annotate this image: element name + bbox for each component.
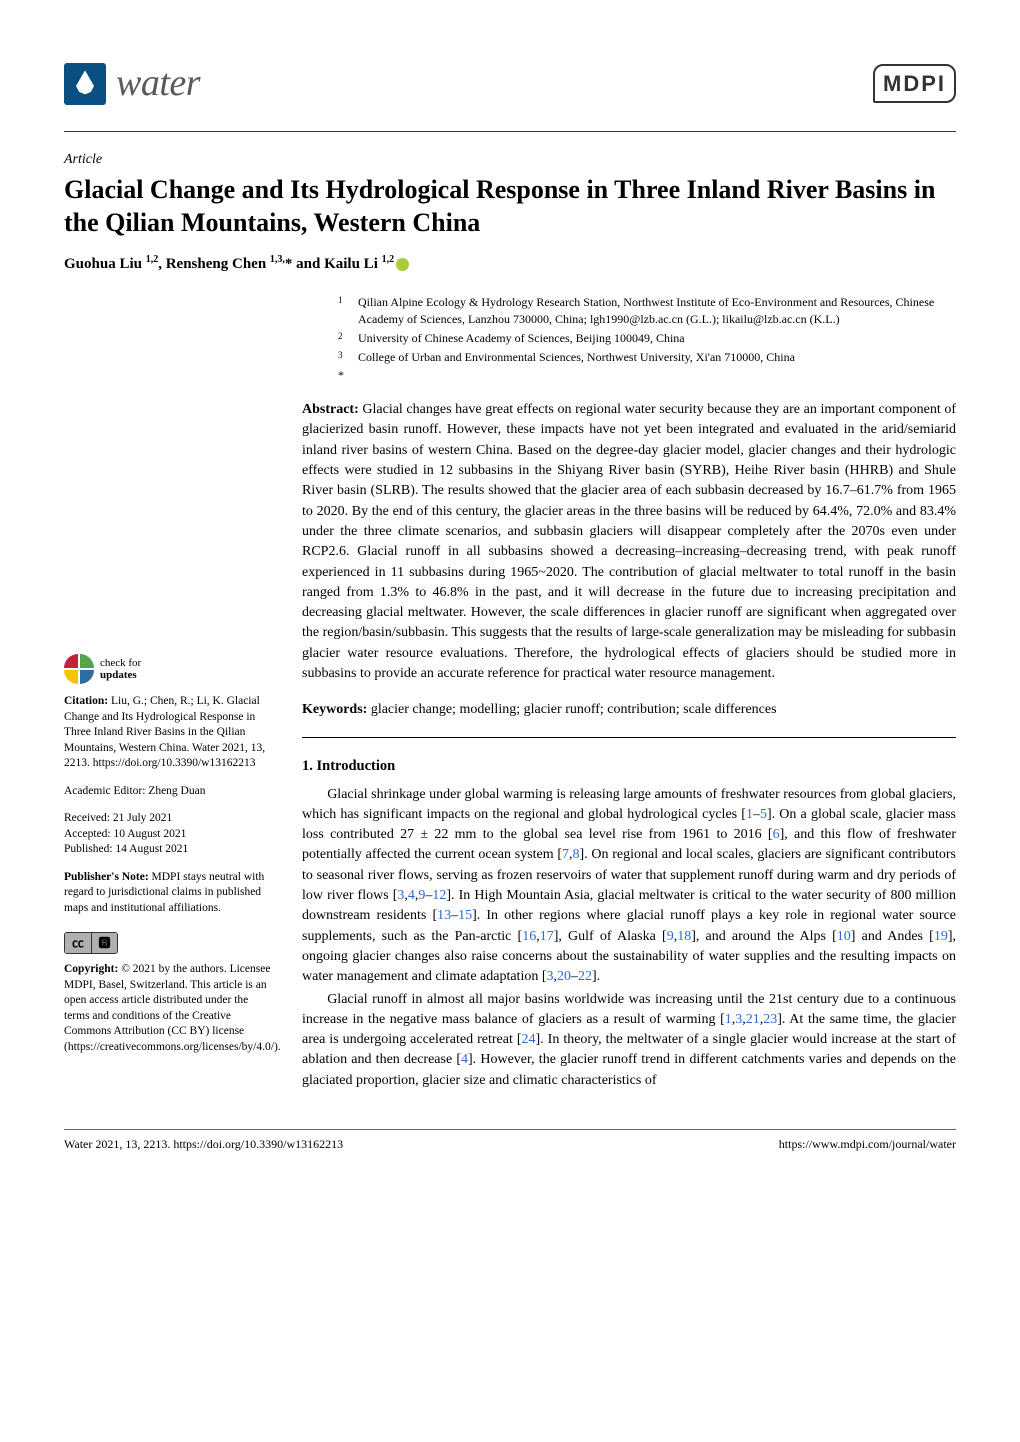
citation-ref[interactable]: 18: [677, 929, 691, 944]
page-footer: Water 2021, 13, 2213. https://doi.org/10…: [64, 1129, 956, 1153]
citation-ref[interactable]: 1: [746, 807, 753, 822]
citation-ref[interactable]: 7: [562, 847, 569, 862]
keywords-label: Keywords:: [302, 702, 367, 717]
affiliations-list: 1Qilian Alpine Ecology & Hydrology Resea…: [338, 294, 956, 384]
paragraph: Glacial shrinkage under global warming i…: [302, 785, 956, 988]
keywords-text: glacier change; modelling; glacier runof…: [371, 702, 777, 717]
abstract-block: Abstract: Glacial changes have great eff…: [302, 400, 956, 684]
citation-ref[interactable]: 23: [763, 1012, 777, 1027]
publishers-note-block: Publisher's Note: MDPI stays neutral wit…: [64, 870, 274, 917]
footer-left: Water 2021, 13, 2213. https://doi.org/10…: [64, 1136, 343, 1153]
paragraph: Glacial runoff in almost all major basin…: [302, 990, 956, 1091]
copyright-label: Copyright:: [64, 963, 118, 975]
journal-name: water: [116, 56, 200, 111]
citation-ref[interactable]: 10: [837, 929, 851, 944]
section-rule: [302, 737, 956, 738]
citation-ref[interactable]: 1: [725, 1012, 732, 1027]
copyright-block: Copyright: © 2021 by the authors. Licens…: [64, 962, 274, 1055]
citation-ref[interactable]: 17: [540, 929, 554, 944]
accepted-date: Accepted: 10 August 2021: [64, 828, 186, 840]
academic-editor: Academic Editor: Zheng Duan: [64, 784, 274, 800]
sidebar: check for updates Citation: Liu, G.; Che…: [64, 294, 274, 1093]
abstract-label: Abstract:: [302, 402, 359, 417]
citation-ref[interactable]: 9: [667, 929, 674, 944]
article-type: Article: [64, 150, 956, 170]
affiliation-item: 2University of Chinese Academy of Scienc…: [338, 330, 956, 347]
authors-text: Guohua Liu 1,2, Rensheng Chen 1,3,* and …: [64, 256, 394, 272]
footer-right: https://www.mdpi.com/journal/water: [779, 1136, 956, 1153]
affiliation-item: 1Qilian Alpine Ecology & Hydrology Resea…: [338, 294, 956, 328]
cc-icon: ㏄: [65, 933, 91, 953]
citation-ref[interactable]: 6: [773, 827, 780, 842]
water-drop-icon: [64, 63, 106, 105]
main-column: 1Qilian Alpine Ecology & Hydrology Resea…: [302, 294, 956, 1093]
crossmark-icon: [64, 654, 94, 684]
article-title: Glacial Change and Its Hydrological Resp…: [64, 174, 956, 239]
section-heading: 1. Introduction: [302, 756, 956, 777]
publishers-note-label: Publisher's Note:: [64, 871, 149, 883]
received-date: Received: 21 July 2021: [64, 812, 172, 824]
citation-ref[interactable]: 8: [573, 847, 580, 862]
citation-ref[interactable]: 4: [408, 888, 415, 903]
citation-ref[interactable]: 22: [578, 969, 592, 984]
abstract-text: Glacial changes have great effects on re…: [302, 402, 956, 681]
author-list: Guohua Liu 1,2, Rensheng Chen 1,3,* and …: [64, 253, 956, 276]
citation-ref[interactable]: 4: [461, 1052, 468, 1067]
affiliation-item: 3College of Urban and Environmental Scie…: [338, 349, 956, 366]
page-header: water MDPI: [64, 56, 956, 111]
citation-ref[interactable]: 12: [432, 888, 446, 903]
cc-by-badge: ㏄ 🅱: [64, 932, 118, 954]
keywords-block: Keywords: glacier change; modelling; gla…: [302, 700, 956, 720]
body-text: Glacial shrinkage under global warming i…: [302, 785, 956, 1091]
check-updates-label: check for updates: [100, 657, 141, 681]
citation-ref[interactable]: 20: [557, 969, 571, 984]
editor-block: Academic Editor: Zheng Duan: [64, 784, 274, 800]
published-date: Published: 14 August 2021: [64, 843, 188, 855]
check-for-updates[interactable]: check for updates: [64, 654, 274, 684]
mdpi-logo: MDPI: [873, 64, 956, 104]
citation-label: Citation:: [64, 695, 108, 707]
citation-ref[interactable]: 5: [760, 807, 767, 822]
copyright-text: © 2021 by the authors. Licensee MDPI, Ba…: [64, 963, 281, 1053]
citation-ref[interactable]: 16: [522, 929, 536, 944]
orcid-icon: [396, 258, 409, 271]
citation-ref[interactable]: 21: [746, 1012, 760, 1027]
header-rule: [64, 131, 956, 132]
journal-brand: water: [64, 56, 200, 111]
citation-ref[interactable]: 15: [458, 908, 472, 923]
citation-block: Citation: Liu, G.; Chen, R.; Li, K. Glac…: [64, 694, 274, 772]
citation-ref[interactable]: 19: [934, 929, 948, 944]
citation-ref[interactable]: 13: [437, 908, 451, 923]
dates-block: Received: 21 July 2021 Accepted: 10 Augu…: [64, 811, 274, 858]
by-icon: 🅱: [91, 933, 117, 953]
citation-ref[interactable]: 3: [547, 969, 554, 984]
citation-ref[interactable]: 24: [522, 1032, 536, 1047]
